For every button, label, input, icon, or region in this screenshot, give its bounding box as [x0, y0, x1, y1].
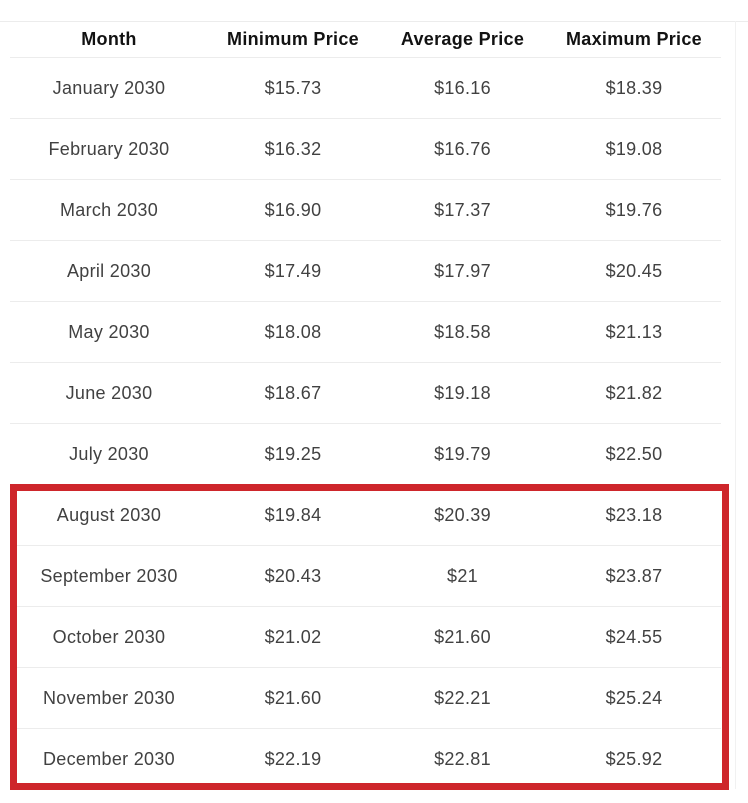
month-cell: November 2030 [10, 667, 208, 729]
minimum-price-cell: $16.90 [208, 179, 378, 241]
column-header-maximum-price: Maximum Price [547, 22, 721, 58]
minimum-price-cell: $20.43 [208, 545, 378, 607]
maximum-price-cell: $24.55 [547, 606, 721, 668]
table-top-border [0, 21, 748, 22]
table-row: July 2030 $19.25 $19.79 $22.50 [10, 423, 721, 485]
average-price-cell: $16.16 [378, 57, 547, 119]
table-row-highlighted: August 2030 $19.84 $20.39 $23.18 [10, 484, 721, 546]
maximum-price-cell: $20.45 [547, 240, 721, 302]
table-row-highlighted: September 2030 $20.43 $21 $23.87 [10, 545, 721, 607]
month-cell: October 2030 [10, 606, 208, 668]
minimum-price-cell: $16.32 [208, 118, 378, 180]
maximum-price-cell: $25.92 [547, 728, 721, 790]
month-cell: September 2030 [10, 545, 208, 607]
month-cell: April 2030 [10, 240, 208, 302]
average-price-cell: $17.97 [378, 240, 547, 302]
table-row: May 2030 $18.08 $18.58 $21.13 [10, 301, 721, 363]
table-row: June 2030 $18.67 $19.18 $21.82 [10, 362, 721, 424]
maximum-price-cell: $18.39 [547, 57, 721, 119]
column-header-minimum-price: Minimum Price [208, 22, 378, 58]
month-cell: December 2030 [10, 728, 208, 790]
month-cell: January 2030 [10, 57, 208, 119]
minimum-price-cell: $18.08 [208, 301, 378, 363]
table-row: January 2030 $15.73 $16.16 $18.39 [10, 57, 721, 119]
average-price-cell: $20.39 [378, 484, 547, 546]
minimum-price-cell: $19.25 [208, 423, 378, 485]
minimum-price-cell: $18.67 [208, 362, 378, 424]
month-cell: August 2030 [10, 484, 208, 546]
table-row: April 2030 $17.49 $17.97 $20.45 [10, 240, 721, 302]
maximum-price-cell: $21.13 [547, 301, 721, 363]
average-price-cell: $18.58 [378, 301, 547, 363]
month-cell: July 2030 [10, 423, 208, 485]
table-row: March 2030 $16.90 $17.37 $19.76 [10, 179, 721, 241]
average-price-cell: $21.60 [378, 606, 547, 668]
table-row-highlighted: December 2030 $22.19 $22.81 $25.92 [10, 728, 721, 790]
column-header-month: Month [10, 22, 208, 58]
minimum-price-cell: $15.73 [208, 57, 378, 119]
table-row-highlighted: November 2030 $21.60 $22.21 $25.24 [10, 667, 721, 729]
price-forecast-table: Month Minimum Price Average Price Maximu… [10, 22, 721, 790]
average-price-cell: $21 [378, 545, 547, 607]
month-cell: June 2030 [10, 362, 208, 424]
month-cell: February 2030 [10, 118, 208, 180]
average-price-cell: $17.37 [378, 179, 547, 241]
table-header-row: Month Minimum Price Average Price Maximu… [10, 22, 721, 58]
table-row-highlighted: October 2030 $21.02 $21.60 $24.55 [10, 606, 721, 668]
maximum-price-cell: $25.24 [547, 667, 721, 729]
maximum-price-cell: $22.50 [547, 423, 721, 485]
minimum-price-cell: $19.84 [208, 484, 378, 546]
average-price-cell: $19.79 [378, 423, 547, 485]
month-cell: May 2030 [10, 301, 208, 363]
maximum-price-cell: $19.76 [547, 179, 721, 241]
maximum-price-cell: $23.18 [547, 484, 721, 546]
maximum-price-cell: $23.87 [547, 545, 721, 607]
average-price-cell: $22.21 [378, 667, 547, 729]
maximum-price-cell: $19.08 [547, 118, 721, 180]
minimum-price-cell: $21.60 [208, 667, 378, 729]
minimum-price-cell: $21.02 [208, 606, 378, 668]
table-row: February 2030 $16.32 $16.76 $19.08 [10, 118, 721, 180]
minimum-price-cell: $22.19 [208, 728, 378, 790]
average-price-cell: $19.18 [378, 362, 547, 424]
table-right-border [735, 21, 736, 789]
column-header-average-price: Average Price [378, 22, 547, 58]
maximum-price-cell: $21.82 [547, 362, 721, 424]
minimum-price-cell: $17.49 [208, 240, 378, 302]
month-cell: March 2030 [10, 179, 208, 241]
average-price-cell: $16.76 [378, 118, 547, 180]
average-price-cell: $22.81 [378, 728, 547, 790]
